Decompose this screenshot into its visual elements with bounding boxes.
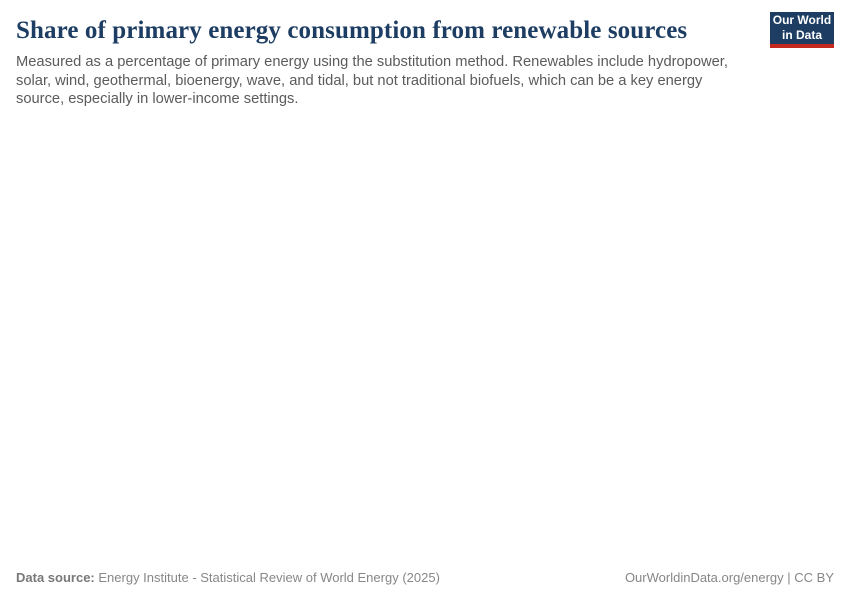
- chart-plot-area: [0, 108, 850, 570]
- data-source-text: Energy Institute - Statistical Review of…: [98, 570, 440, 585]
- chart-footer: Data source: Energy Institute - Statisti…: [0, 570, 850, 600]
- data-source-note: Data source: Energy Institute - Statisti…: [16, 570, 440, 586]
- chart-header: Share of primary energy consumption from…: [0, 0, 850, 109]
- owid-logo[interactable]: Our World in Data: [770, 12, 834, 48]
- owid-logo-line2: in Data: [781, 28, 822, 42]
- chart-subtitle: Measured as a percentage of primary ener…: [16, 54, 728, 108]
- data-source-label: Data source:: [16, 570, 95, 585]
- owid-logo-line1: Our World: [772, 13, 832, 27]
- chart-title: Share of primary energy consumption from…: [16, 17, 688, 44]
- citation-link[interactable]: OurWorldinData.org/energy | CC BY: [624, 570, 834, 585]
